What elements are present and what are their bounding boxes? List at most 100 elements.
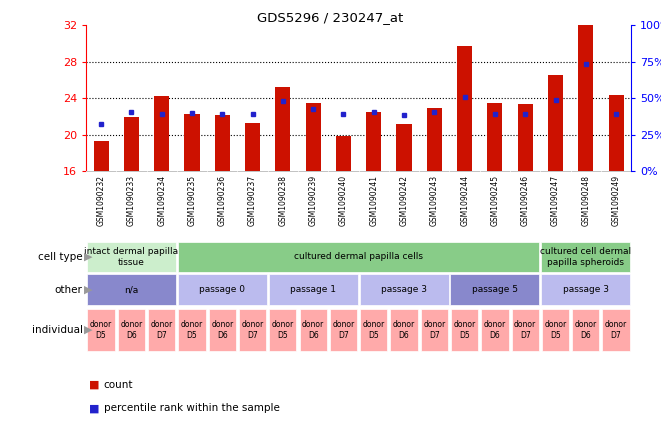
Text: GSM1090249: GSM1090249 <box>611 175 621 226</box>
Bar <box>87 274 176 305</box>
Bar <box>391 308 418 352</box>
Bar <box>148 308 175 352</box>
Text: donor
D6: donor D6 <box>211 320 233 340</box>
Text: donor
D6: donor D6 <box>120 320 143 340</box>
Text: donor
D6: donor D6 <box>302 320 325 340</box>
Bar <box>541 274 631 305</box>
Text: GSM1090236: GSM1090236 <box>217 175 227 226</box>
Text: individual: individual <box>32 325 83 335</box>
Bar <box>336 136 351 171</box>
Bar <box>602 308 630 352</box>
Text: donor
D7: donor D7 <box>241 320 264 340</box>
Text: donor
D5: donor D5 <box>363 320 385 340</box>
Text: GSM1090241: GSM1090241 <box>369 175 378 226</box>
Text: ▶: ▶ <box>84 285 93 295</box>
Bar <box>572 308 600 352</box>
Text: donor
D7: donor D7 <box>514 320 536 340</box>
Bar <box>245 123 260 171</box>
Text: ▶: ▶ <box>84 252 93 262</box>
Text: GSM1090232: GSM1090232 <box>97 175 106 226</box>
Text: donor
D7: donor D7 <box>332 320 354 340</box>
Text: cultured dermal papilla cells: cultured dermal papilla cells <box>294 253 423 261</box>
Text: GSM1090234: GSM1090234 <box>157 175 166 226</box>
Bar <box>541 242 631 272</box>
Bar <box>578 25 594 171</box>
Bar <box>305 103 321 171</box>
Text: GSM1090247: GSM1090247 <box>551 175 560 226</box>
Text: GSM1090246: GSM1090246 <box>521 175 529 226</box>
Text: donor
D5: donor D5 <box>453 320 476 340</box>
Bar <box>487 103 502 171</box>
Bar <box>215 115 230 171</box>
Text: count: count <box>104 380 134 390</box>
Text: donor
D7: donor D7 <box>151 320 173 340</box>
Bar <box>457 47 472 171</box>
Text: ■: ■ <box>89 380 100 390</box>
Text: GSM1090238: GSM1090238 <box>278 175 288 226</box>
Text: intact dermal papilla
tissue: intact dermal papilla tissue <box>85 247 178 266</box>
Text: GSM1090244: GSM1090244 <box>460 175 469 226</box>
Bar <box>481 308 508 352</box>
Text: GSM1090245: GSM1090245 <box>490 175 500 226</box>
Text: GSM1090240: GSM1090240 <box>339 175 348 226</box>
Text: GSM1090237: GSM1090237 <box>248 175 257 226</box>
Bar <box>275 88 290 171</box>
Text: GSM1090243: GSM1090243 <box>430 175 439 226</box>
Text: ▶: ▶ <box>84 325 93 335</box>
Bar <box>268 274 358 305</box>
Bar <box>397 124 412 171</box>
Bar <box>154 96 169 171</box>
Text: donor
D5: donor D5 <box>272 320 294 340</box>
Bar <box>512 308 539 352</box>
Text: other: other <box>55 285 83 295</box>
Bar <box>93 141 108 171</box>
Text: GSM1090242: GSM1090242 <box>399 175 408 226</box>
Text: ■: ■ <box>89 403 100 413</box>
Bar <box>360 308 387 352</box>
Text: passage 0: passage 0 <box>199 285 245 294</box>
Text: GSM1090235: GSM1090235 <box>188 175 196 226</box>
Text: donor
D5: donor D5 <box>181 320 203 340</box>
Bar <box>330 308 357 352</box>
Text: passage 5: passage 5 <box>472 285 518 294</box>
Text: donor
D5: donor D5 <box>545 320 566 340</box>
Bar <box>366 112 381 171</box>
Bar <box>542 308 569 352</box>
Text: donor
D5: donor D5 <box>90 320 112 340</box>
Text: passage 1: passage 1 <box>290 285 336 294</box>
Bar <box>299 308 327 352</box>
Bar <box>118 308 145 352</box>
Text: donor
D7: donor D7 <box>423 320 446 340</box>
Text: cell type: cell type <box>38 252 83 262</box>
Bar <box>451 308 479 352</box>
Text: donor
D7: donor D7 <box>605 320 627 340</box>
Bar <box>184 114 200 171</box>
Text: GSM1090233: GSM1090233 <box>127 175 136 226</box>
Text: GSM1090248: GSM1090248 <box>581 175 590 226</box>
Bar <box>178 242 539 272</box>
Bar <box>209 308 236 352</box>
Text: percentile rank within the sample: percentile rank within the sample <box>104 403 280 413</box>
Text: passage 3: passage 3 <box>381 285 427 294</box>
Bar <box>178 308 206 352</box>
Bar <box>518 104 533 171</box>
Bar <box>87 308 115 352</box>
Text: GDS5296 / 230247_at: GDS5296 / 230247_at <box>257 11 404 24</box>
Bar <box>427 108 442 171</box>
Text: GSM1090239: GSM1090239 <box>309 175 318 226</box>
Text: donor
D6: donor D6 <box>574 320 597 340</box>
Text: donor
D6: donor D6 <box>484 320 506 340</box>
Bar <box>360 274 449 305</box>
Bar <box>269 308 297 352</box>
Bar <box>609 95 624 171</box>
Bar <box>420 308 448 352</box>
Bar <box>450 274 539 305</box>
Text: n/a: n/a <box>124 285 139 294</box>
Bar <box>178 274 267 305</box>
Text: cultured cell dermal
papilla spheroids: cultured cell dermal papilla spheroids <box>540 247 631 266</box>
Bar <box>548 74 563 171</box>
Bar <box>124 117 139 171</box>
Bar <box>239 308 266 352</box>
Text: passage 3: passage 3 <box>563 285 609 294</box>
Text: donor
D6: donor D6 <box>393 320 415 340</box>
